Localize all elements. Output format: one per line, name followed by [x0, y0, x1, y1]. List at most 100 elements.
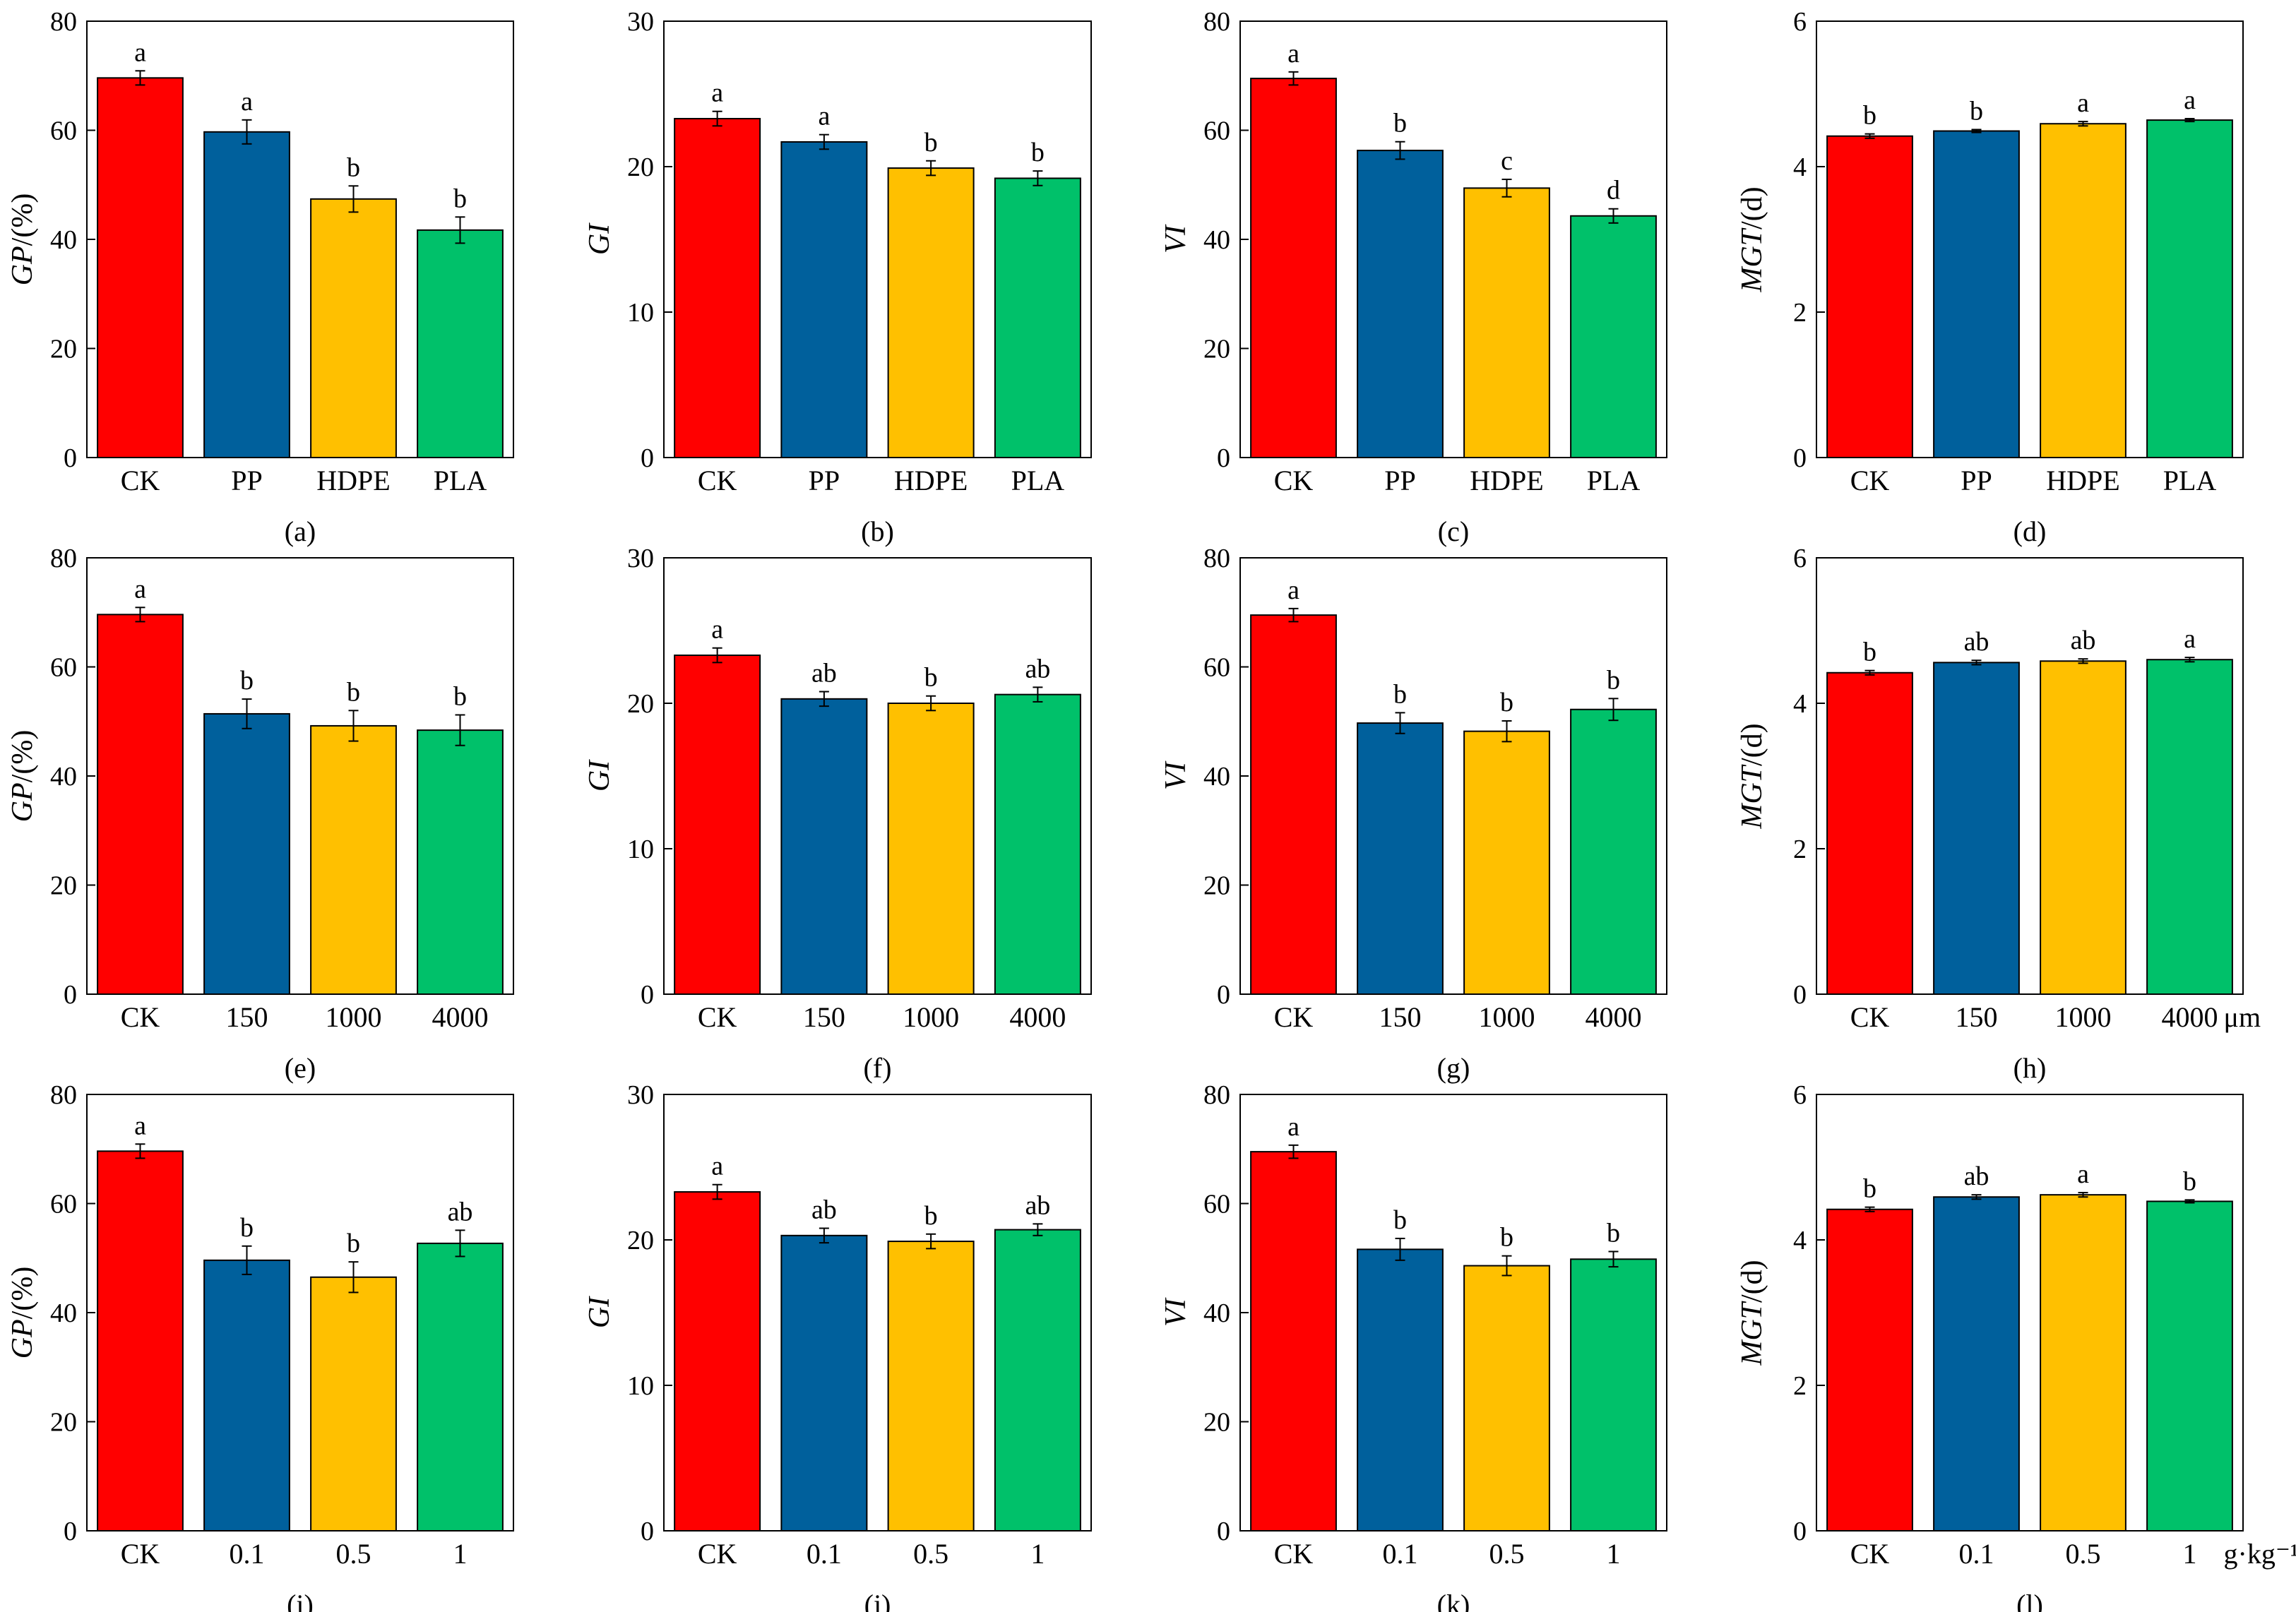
y-tick-label: 30 — [627, 1080, 654, 1110]
x-tick-label: 0.1 — [230, 1538, 265, 1570]
panel-label: (h) — [2014, 1052, 2047, 1084]
plot-frame — [663, 20, 1092, 458]
bar — [1357, 150, 1444, 459]
chart-panel: 0 10 20 30 a CK ab 150 b 1000 ab 4000 GI (f) — [583, 544, 1092, 1084]
y-tick-label: 10 — [627, 298, 654, 328]
x-tick-label: PP — [231, 465, 263, 496]
x-tick-label: 150 — [226, 1001, 268, 1033]
chart-panel: 0 2 4 6 b CK ab 0.1 a 0.5 b 1 g·kg⁻¹ MGT/(d) (l) — [1736, 1080, 2296, 1612]
significance-letter: b — [453, 184, 467, 213]
y-tick-label: 0 — [1217, 443, 1230, 473]
y-tick-label: 20 — [50, 871, 77, 901]
y-tick-label: 60 — [1203, 1190, 1230, 1219]
significance-letter: b — [1393, 679, 1407, 709]
panel-label: (f) — [864, 1052, 892, 1084]
chart-panel: 0 20 40 60 80 a CK b 0.1 b 0.5 b 1 VI (k) — [1160, 1080, 1667, 1612]
x-tick-label: CK — [1850, 1538, 1890, 1570]
x-tick-label: 0.5 — [1489, 1538, 1525, 1570]
x-tick-label: 1 — [2183, 1538, 2197, 1570]
y-tick-label: 0 — [64, 443, 77, 473]
significance-letter: a — [2077, 88, 2089, 118]
x-tick-label: 0.1 — [1383, 1538, 1418, 1570]
x-tick-label: 0.1 — [807, 1538, 842, 1570]
significance-letter: b — [1607, 665, 1620, 695]
x-tick-label: CK — [1850, 1001, 1890, 1033]
chart-panel: 0 10 20 30 a CK a PP b HDPE b PLA GI (b) — [583, 7, 1092, 547]
y-tick-label: 0 — [64, 980, 77, 1010]
bar — [1570, 708, 1657, 995]
bar — [2040, 123, 2127, 458]
bar — [1933, 662, 2020, 995]
y-tick-label: 20 — [627, 153, 654, 182]
chart-panel: 0 2 4 6 b CK b PP a HDPE a PLA MGT/(d) (d) — [1736, 7, 2244, 547]
x-tick-label: 1 — [1030, 1538, 1045, 1570]
bar — [2146, 1200, 2233, 1532]
significance-letter: b — [240, 666, 254, 695]
panel-label: (e) — [285, 1052, 316, 1084]
y-tick-label: 0 — [1217, 980, 1230, 1010]
x-tick-label: 150 — [1956, 1001, 1998, 1033]
significance-letter: ab — [448, 1197, 473, 1226]
y-tick-label: 0 — [1793, 443, 1807, 473]
bar — [2040, 660, 2127, 995]
y-tick-label: 40 — [50, 762, 77, 792]
significance-letter: a — [1287, 39, 1299, 68]
significance-letter: b — [1863, 638, 1876, 667]
x-tick-label: PLA — [434, 465, 487, 496]
x-tick-label: CK — [121, 1538, 160, 1570]
plot-frame — [1816, 557, 2244, 995]
y-tick-label: 60 — [50, 117, 77, 146]
y-tick-label: 0 — [641, 980, 654, 1010]
bar — [310, 1276, 397, 1532]
significance-letter: b — [924, 663, 938, 693]
x-tick-label: 0.5 — [336, 1538, 371, 1570]
chart-panel: 0 10 20 30 a CK ab 0.1 b 0.5 ab 1 GI (j) — [583, 1080, 1092, 1612]
bar — [203, 712, 290, 995]
bar — [97, 1150, 184, 1532]
y-tick-label: 80 — [1203, 544, 1230, 573]
bar — [1933, 130, 2020, 458]
bar — [887, 167, 975, 458]
y-tick-label: 2 — [1793, 835, 1807, 864]
y-tick-label: 6 — [1793, 1080, 1807, 1110]
significance-letter: b — [347, 1229, 360, 1258]
x-tick-label: 1000 — [1479, 1001, 1535, 1033]
y-axis-label: VI — [1160, 224, 1192, 253]
significance-letter: a — [818, 102, 830, 131]
significance-letter: b — [347, 153, 360, 182]
bar — [1463, 187, 1550, 458]
panel-label: (l) — [2016, 1589, 2043, 1612]
panel-label: (a) — [285, 515, 316, 547]
y-tick-label: 0 — [64, 1517, 77, 1546]
significance-letter: b — [1970, 96, 1983, 126]
y-tick-label: 60 — [50, 653, 77, 683]
significance-letter: a — [711, 78, 723, 108]
bar — [1357, 1248, 1444, 1532]
x-tick-label: PP — [1961, 465, 1992, 496]
y-tick-label: 0 — [641, 443, 654, 473]
significance-letter: b — [1863, 1174, 1876, 1204]
significance-letter: b — [1393, 109, 1407, 138]
x-tick-label: CK — [698, 1001, 737, 1033]
bar — [1250, 1151, 1337, 1532]
panel-label: (d) — [2014, 515, 2047, 547]
y-tick-label: 0 — [1793, 1517, 1807, 1546]
x-tick-label: 0.5 — [913, 1538, 948, 1570]
x-tick-label: 1 — [1607, 1538, 1621, 1570]
y-axis-label: GI — [583, 1296, 616, 1328]
bar — [994, 177, 1081, 458]
significance-letter: ab — [811, 1195, 837, 1225]
significance-letter: a — [134, 574, 146, 604]
bar — [1826, 1208, 1913, 1532]
x-tick-label: CK — [121, 1001, 160, 1033]
bar — [994, 1229, 1081, 1532]
y-tick-label: 30 — [627, 7, 654, 37]
y-axis-label: MGT/(d) — [1736, 186, 1768, 292]
y-tick-label: 60 — [50, 1190, 77, 1219]
y-tick-label: 40 — [50, 225, 77, 255]
panel-label: (g) — [1437, 1052, 1470, 1084]
significance-letter: b — [1500, 688, 1513, 717]
x-tick-label: HDPE — [1470, 465, 1543, 496]
bar — [2040, 1194, 2127, 1532]
x-tick-label: 4000 — [1586, 1001, 1642, 1033]
